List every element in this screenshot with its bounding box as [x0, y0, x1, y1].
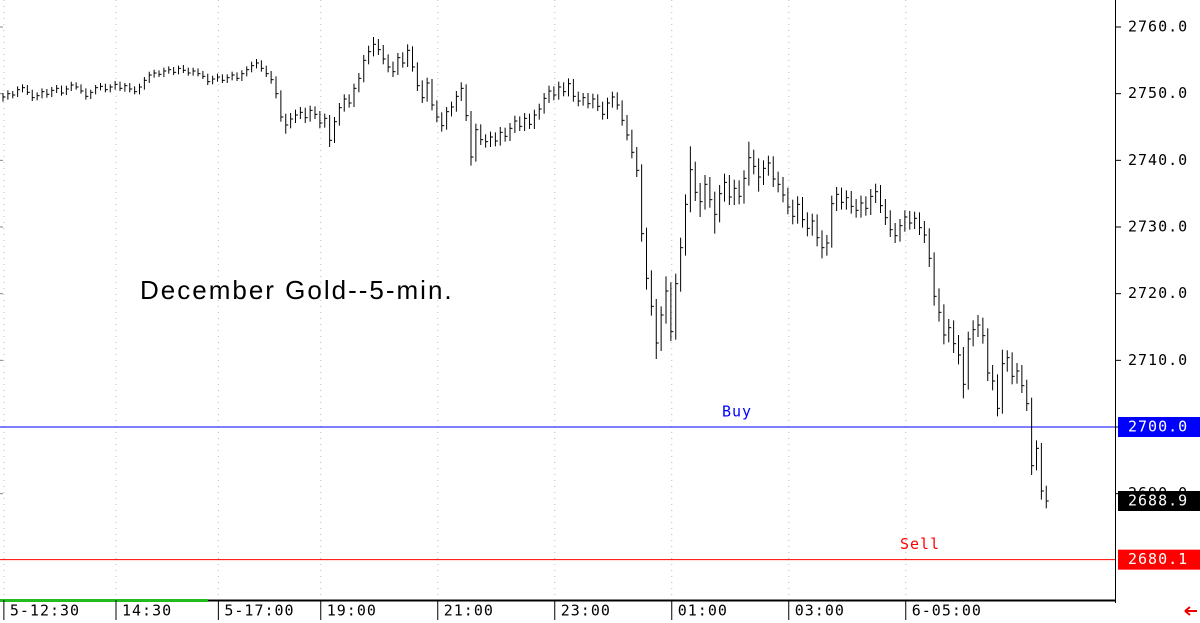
x-tick-label: 03:00 [795, 602, 845, 620]
x-tick-label: 14:30 [122, 602, 172, 620]
chart-title: December Gold--5-min. [140, 275, 454, 305]
x-tick-label: 01:00 [678, 602, 728, 620]
x-tick-label: 5-12:30 [10, 602, 80, 620]
level-name: Sell [900, 535, 940, 553]
level-box [1118, 417, 1200, 437]
level-name: Buy [722, 403, 752, 421]
last-price-label: 2688.9 [1128, 492, 1188, 510]
y-tick-label: 2730.0 [1128, 218, 1188, 236]
y-tick-label: 2740.0 [1128, 151, 1188, 169]
y-tick-label: 2760.0 [1128, 18, 1188, 36]
last-price-box [1118, 491, 1200, 511]
x-tick-label: 19:00 [327, 602, 377, 620]
level-label: 2700.0 [1128, 418, 1188, 436]
scroll-arrow[interactable] [1184, 606, 1197, 616]
x-tick-label: 5-17:00 [224, 602, 294, 620]
y-tick-label: 2710.0 [1128, 351, 1188, 369]
y-tick-label: 2720.0 [1128, 284, 1188, 302]
level-box [1118, 549, 1200, 570]
x-tick-label: 21:00 [444, 602, 494, 620]
x-tick-label: 23:00 [561, 602, 611, 620]
y-tick-label: 2750.0 [1128, 84, 1188, 102]
level-label: 2680.1 [1128, 550, 1188, 568]
x-tick-label: 6-05:00 [912, 602, 982, 620]
